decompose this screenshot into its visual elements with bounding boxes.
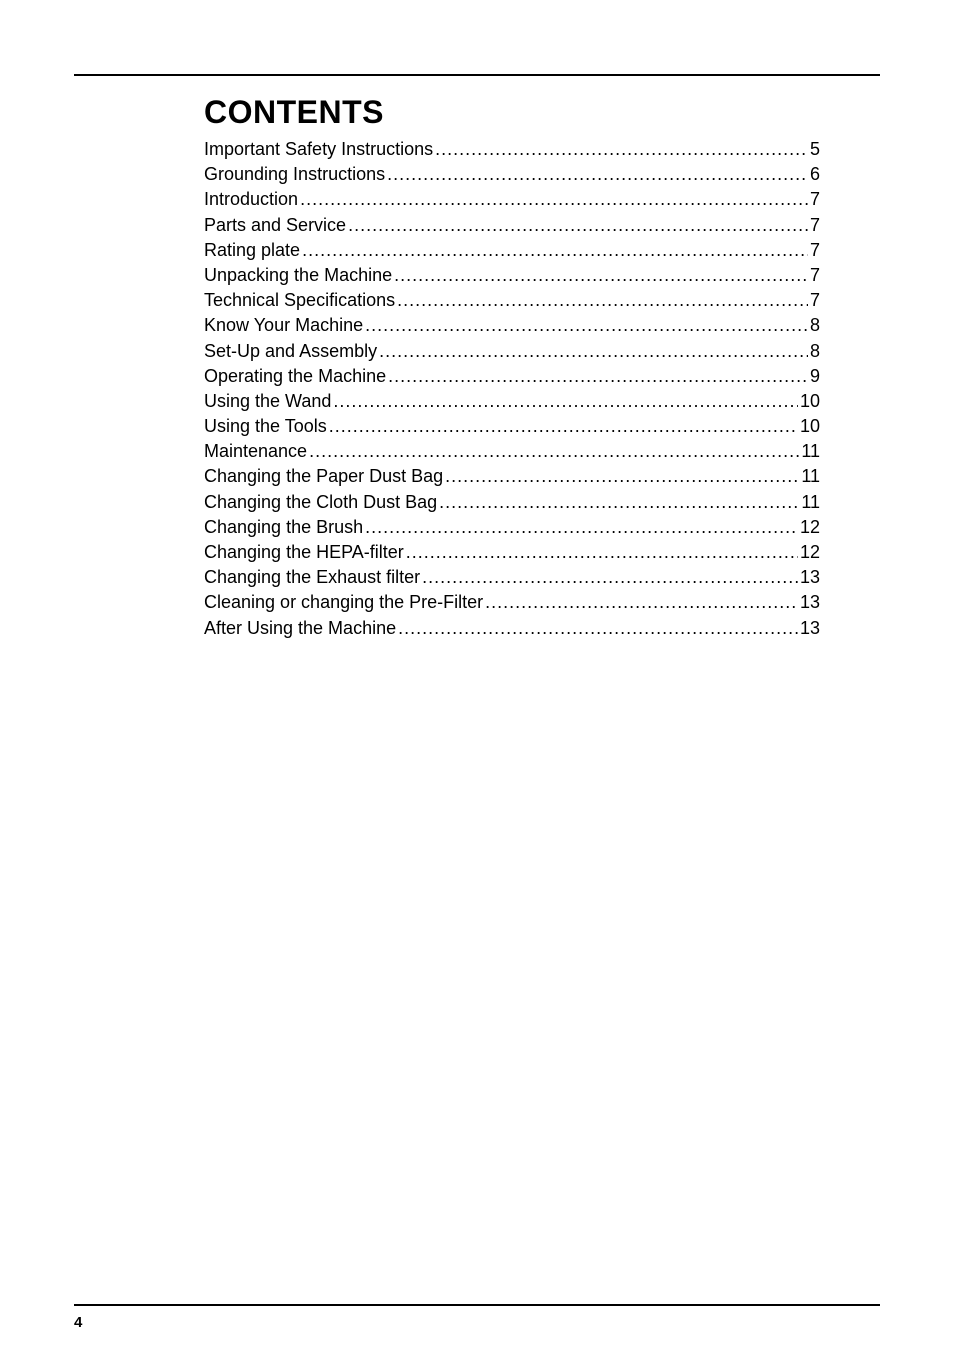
toc-entry-page: 13 (800, 565, 820, 590)
toc-entry-page: 12 (800, 540, 820, 565)
toc-entry-page: 11 (801, 464, 820, 489)
page-container: CONTENTS Important Safety Instructions 5… (0, 0, 954, 1371)
toc-entry: Changing the Paper Dust Bag 11 (204, 464, 820, 489)
toc-entry-leader (406, 540, 798, 565)
toc-entry-page: 12 (800, 515, 820, 540)
toc-entry-label: After Using the Machine (204, 616, 396, 641)
toc-entry-label: Changing the Brush (204, 515, 363, 540)
toc-entry-leader (387, 162, 808, 187)
toc-entry-label: Parts and Service (204, 213, 346, 238)
toc-entry-leader (300, 187, 808, 212)
toc-entry: Parts and Service 7 (204, 213, 820, 238)
toc-entry-leader (435, 137, 808, 162)
toc-entry-label: Rating plate (204, 238, 300, 263)
toc-entry-page: 10 (800, 389, 820, 414)
toc-entry-label: Set-Up and Assembly (204, 339, 377, 364)
toc-entry: Using the Tools 10 (204, 414, 820, 439)
toc-entry: Using the Wand 10 (204, 389, 820, 414)
toc-entry: Know Your Machine 8 (204, 313, 820, 338)
toc-entry-leader (333, 389, 798, 414)
toc-entry-page: 7 (810, 213, 820, 238)
toc-entry-label: Using the Tools (204, 414, 327, 439)
toc-entry-label: Unpacking the Machine (204, 263, 392, 288)
toc-entry-page: 8 (810, 313, 820, 338)
toc-entry-leader (379, 339, 808, 364)
toc-entry-page: 7 (810, 288, 820, 313)
toc-entry-label: Introduction (204, 187, 298, 212)
toc-entry-label: Cleaning or changing the Pre-Filter (204, 590, 483, 615)
toc-entry: Changing the HEPA-filter 12 (204, 540, 820, 565)
toc-entry-page: 8 (810, 339, 820, 364)
toc-entry-leader (422, 565, 798, 590)
toc-entry-label: Know Your Machine (204, 313, 363, 338)
toc-entry: Grounding Instructions 6 (204, 162, 820, 187)
toc-entry: Introduction 7 (204, 187, 820, 212)
toc-entry-leader (388, 364, 808, 389)
toc-entry-page: 11 (801, 490, 820, 515)
top-horizontal-rule (74, 74, 880, 76)
toc-entry-label: Changing the Exhaust filter (204, 565, 420, 590)
toc-entry-leader (485, 590, 798, 615)
toc-entry: Operating the Machine 9 (204, 364, 820, 389)
contents-title: CONTENTS (204, 94, 820, 131)
toc-entry-page: 5 (810, 137, 820, 162)
toc-entry-page: 10 (800, 414, 820, 439)
toc-list: Important Safety Instructions 5Grounding… (204, 137, 820, 641)
toc-entry-leader (348, 213, 808, 238)
toc-entry-leader (439, 490, 799, 515)
toc-entry-leader (394, 263, 808, 288)
toc-entry: After Using the Machine 13 (204, 616, 820, 641)
toc-entry-leader (445, 464, 799, 489)
toc-entry: Maintenance 11 (204, 439, 820, 464)
toc-entry-leader (398, 616, 798, 641)
toc-entry: Important Safety Instructions 5 (204, 137, 820, 162)
toc-entry-page: 7 (810, 263, 820, 288)
toc-entry: Technical Specifications 7 (204, 288, 820, 313)
toc-entry: Changing the Brush 12 (204, 515, 820, 540)
toc-entry-leader (365, 515, 798, 540)
page-number: 4 (74, 1314, 880, 1331)
toc-entry-page: 9 (810, 364, 820, 389)
toc-entry-label: Technical Specifications (204, 288, 395, 313)
toc-entry-leader (397, 288, 808, 313)
toc-entry-label: Grounding Instructions (204, 162, 385, 187)
toc-entry-label: Changing the HEPA-filter (204, 540, 404, 565)
toc-entry-page: 7 (810, 187, 820, 212)
toc-entry-page: 11 (801, 439, 820, 464)
toc-entry-label: Changing the Paper Dust Bag (204, 464, 443, 489)
toc-entry: Set-Up and Assembly 8 (204, 339, 820, 364)
toc-entry-label: Operating the Machine (204, 364, 386, 389)
toc-entry-label: Maintenance (204, 439, 307, 464)
toc-entry-page: 13 (800, 616, 820, 641)
toc-entry-label: Important Safety Instructions (204, 137, 433, 162)
toc-entry: Changing the Exhaust filter 13 (204, 565, 820, 590)
toc-entry-leader (309, 439, 799, 464)
toc-entry-label: Changing the Cloth Dust Bag (204, 490, 437, 515)
toc-entry-leader (302, 238, 808, 263)
toc-entry: Unpacking the Machine 7 (204, 263, 820, 288)
toc-entry-label: Using the Wand (204, 389, 331, 414)
toc-entry: Rating plate 7 (204, 238, 820, 263)
toc-entry: Cleaning or changing the Pre-Filter 13 (204, 590, 820, 615)
toc-entry-page: 6 (810, 162, 820, 187)
content-block: CONTENTS Important Safety Instructions 5… (204, 94, 820, 641)
toc-entry-page: 7 (810, 238, 820, 263)
vertical-spacer (74, 641, 880, 1304)
bottom-horizontal-rule (74, 1304, 880, 1306)
toc-entry-page: 13 (800, 590, 820, 615)
toc-entry-leader (329, 414, 798, 439)
toc-entry-leader (365, 313, 808, 338)
toc-entry: Changing the Cloth Dust Bag 11 (204, 490, 820, 515)
